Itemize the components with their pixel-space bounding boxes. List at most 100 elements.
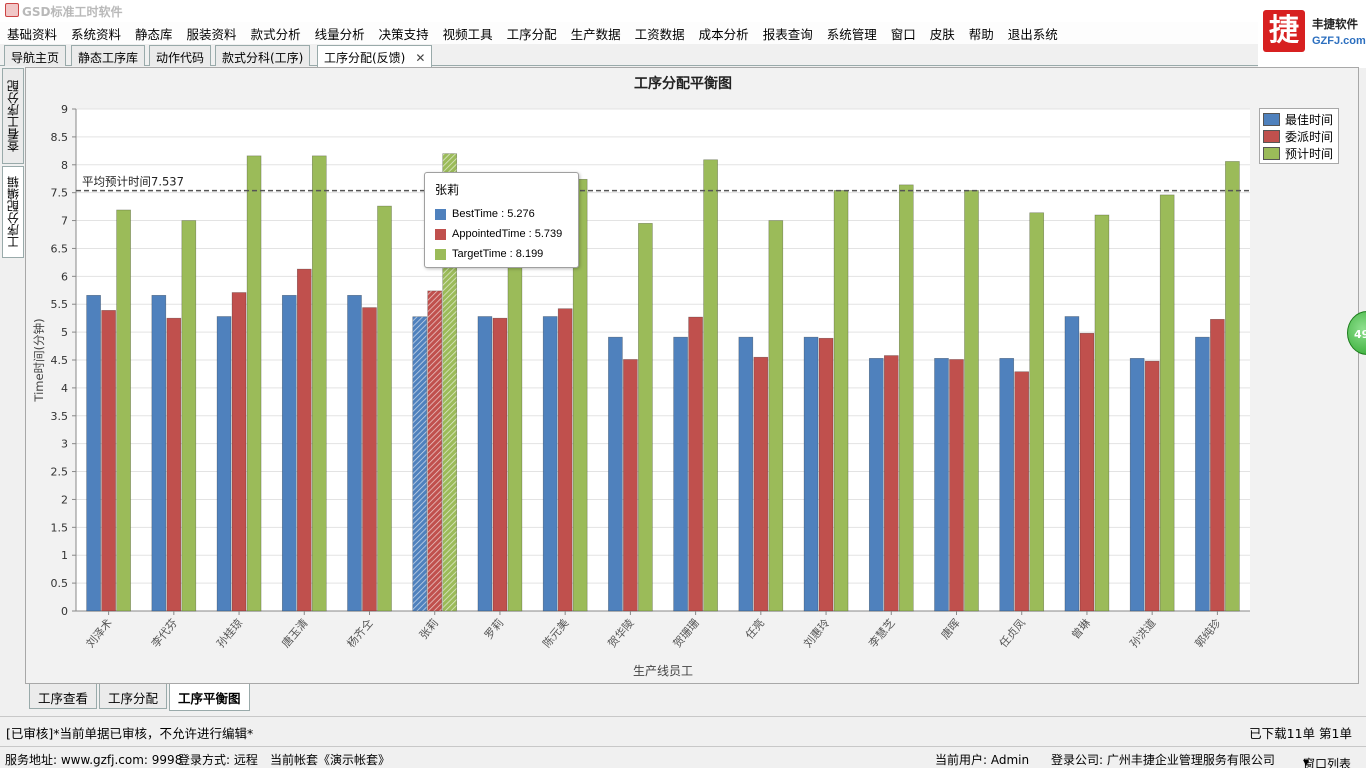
x-tick-label: 刘惠玲 [800, 616, 832, 650]
doc-tab-action-codes[interactable]: 动作代码 [149, 45, 212, 66]
close-icon[interactable]: ✕ [415, 51, 426, 65]
tooltip-row-label: BestTime : 5.276 [452, 208, 535, 220]
menu-item-2[interactable]: 静态库 [135, 26, 173, 42]
menu-item-14[interactable]: 窗口 [890, 26, 916, 42]
doc-tab-home[interactable]: 导航主页 [4, 45, 67, 66]
bar-1-1 [166, 317, 182, 612]
side-tab-edit-allocation[interactable]: 工序分配编辑 [2, 166, 24, 258]
menu-item-5[interactable]: 线量分析 [314, 26, 365, 42]
bar-0-17 [1195, 336, 1210, 612]
side-tabs: 查看工序分配 工序分配编辑 [1, 68, 25, 708]
tooltip-row-appointed: AppointedTime : 5.739 [435, 224, 568, 244]
menu-item-3[interactable]: 服装资料 [186, 26, 237, 42]
bar-2-8 [638, 223, 653, 612]
legend-item-appointed[interactable]: 委派时间 [1263, 128, 1335, 145]
doc-tab-process-allocation[interactable]: 工序分配(反馈) ✕ [317, 45, 433, 67]
bottom-tab-balance-chart[interactable]: 工序平衡图 [169, 684, 250, 711]
bar-1-12 [883, 355, 899, 612]
bar-1-6 [492, 317, 508, 612]
y-tick-label: 8.5 [51, 131, 69, 144]
y-tick-label: 3 [61, 438, 68, 451]
bar-2-1 [181, 220, 197, 612]
bottom-tab-label: 工序查看 [38, 691, 89, 706]
bottom-tab-process-allocation[interactable]: 工序分配 [99, 684, 168, 709]
chart-legend: 最佳时间 委派时间 预计时间 [1259, 108, 1339, 164]
legend-item-target[interactable]: 预计时间 [1263, 145, 1335, 162]
doc-tab-label: 工序分配(反馈) [324, 51, 406, 65]
bar-2-17 [1225, 161, 1240, 612]
bar-0-6 [477, 316, 493, 612]
chart-title: 工序分配平衡图 [634, 75, 732, 92]
average-line-label: 平均预计时间7.537 [82, 175, 184, 189]
bar-1-4 [362, 307, 377, 612]
menu-item-17[interactable]: 退出系统 [1007, 26, 1058, 42]
menu-item-10[interactable]: 工资数据 [634, 26, 685, 42]
y-tick-label: 1 [61, 549, 68, 562]
doc-tab-static-process-library[interactable]: 静态工序库 [71, 45, 146, 66]
menu-item-8[interactable]: 工序分配 [506, 26, 557, 42]
bottom-status-bar: 服务地址: www.gzfj.com: 9998 登录方式: 远程 当前帐套《演… [0, 746, 1366, 768]
bar-1-13 [949, 359, 964, 612]
float-badge[interactable]: 49 [1347, 311, 1366, 355]
menu-item-15[interactable]: 皮肤 [929, 26, 955, 42]
y-tick-label: 9 [61, 103, 68, 116]
balance-chart: 0 0.5 1 1.5 2 2.5 3 3.5 4 4.5 5 5.5 6 6.5 7 7.5 8 8.5 9 刘泽术… [32, 75, 1250, 678]
y-tick-label: 4.5 [51, 354, 69, 367]
tooltip-swatch [435, 208, 446, 220]
menu-item-7[interactable]: 视频工具 [442, 26, 493, 42]
y-tick-label: 6 [61, 270, 68, 283]
bar-0-11 [803, 336, 819, 612]
x-tick-label: 贺华陵 [605, 616, 637, 650]
x-tick-label: 李慧芝 [866, 616, 898, 650]
doc-tab-style-process[interactable]: 款式分科(工序) [215, 45, 311, 66]
bar-0-8 [608, 336, 623, 612]
current-user: 当前用户: Admin [935, 753, 1030, 767]
brand-seal: 捷 [1263, 10, 1305, 52]
menu-item-11[interactable]: 成本分析 [698, 26, 749, 42]
bar-0-13 [934, 358, 949, 612]
bar-2-12 [898, 184, 914, 612]
title-bar: GSD标准工时软件 [0, 0, 1366, 22]
tooltip-swatch [435, 248, 446, 260]
bar-1-7 [557, 308, 573, 612]
menu-item-9[interactable]: 生产数据 [570, 26, 621, 42]
chart-area: 0 0.5 1 1.5 2 2.5 3 3.5 4 4.5 5 5.5 6 6.5 7 7.5 8 8.5 9 刘泽术… [26, 68, 1358, 683]
y-tick-label: 6.5 [51, 242, 69, 255]
chevron-down-icon: ▾ [1303, 755, 1310, 768]
bar-1-5 [427, 290, 443, 612]
bar-1-10 [753, 356, 769, 612]
legend-item-best[interactable]: 最佳时间 [1263, 111, 1335, 128]
x-tick-label: 郭纯珍 [1193, 617, 1224, 651]
bar-1-8 [623, 359, 638, 612]
menu-item-13[interactable]: 系统管理 [826, 26, 877, 42]
menu-item-0[interactable]: 基础资料 [7, 26, 58, 42]
bar-2-0 [116, 209, 131, 612]
x-axis-label: 生产线员工 [633, 664, 693, 678]
bottom-tab-label: 工序平衡图 [178, 691, 241, 706]
bar-0-14 [999, 358, 1015, 612]
bottom-tab-process-view[interactable]: 工序查看 [29, 684, 98, 709]
x-tick-label: 曾琳 [1068, 616, 1093, 642]
menu-item-4[interactable]: 款式分析 [250, 26, 301, 42]
bar-1-3 [296, 268, 312, 612]
menu-item-12[interactable]: 报表查询 [762, 26, 813, 42]
doc-tab-label: 导航主页 [11, 51, 60, 65]
y-tick-label: 0 [61, 605, 68, 618]
bar-0-16 [1129, 358, 1145, 612]
side-tab-view-allocation[interactable]: 查看工序分配 [2, 68, 24, 164]
menu-item-16[interactable]: 帮助 [968, 26, 994, 42]
y-tick-label: 2 [61, 493, 68, 506]
bar-2-13 [964, 190, 979, 612]
y-tick-label: 7 [61, 215, 68, 228]
y-tick-label: 3.5 [51, 410, 69, 423]
tooltip-swatch [435, 228, 446, 240]
menu-item-6[interactable]: 决策支持 [378, 26, 429, 42]
bar-0-0 [86, 294, 101, 612]
menu-item-1[interactable]: 系统资料 [71, 26, 122, 42]
y-tick-label: 8 [61, 159, 68, 172]
x-tick-label: 任贞凤 [996, 616, 1028, 650]
brand-name: 丰捷软件 [1312, 17, 1358, 31]
legend-label: 最佳时间 [1285, 113, 1334, 127]
bar-2-15 [1094, 214, 1110, 612]
y-tick-label: 5.5 [51, 298, 69, 311]
